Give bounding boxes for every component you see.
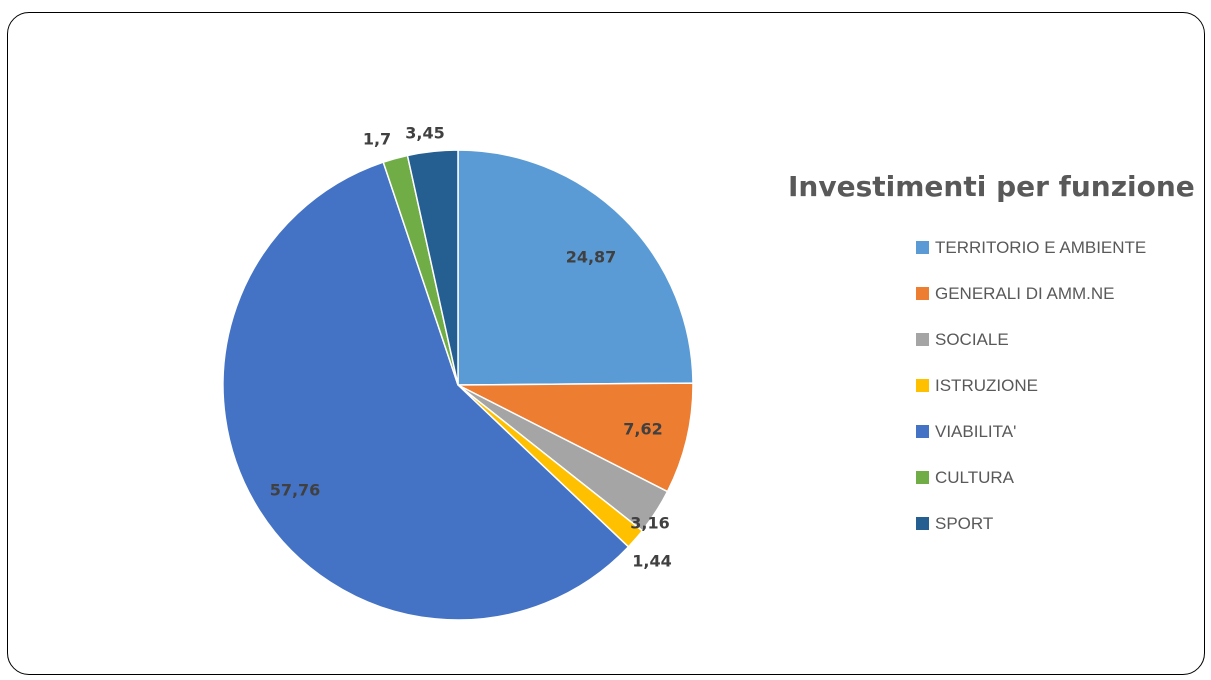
legend: TERRITORIO E AMBIENTE GENERALI DI AMM.NE S…: [916, 234, 1146, 556]
pie-slice-0: [457, 149, 694, 386]
pie-slice-1: [457, 382, 694, 493]
chart-title: Investimenti per funzione: [788, 170, 1195, 203]
legend-swatch-6: [916, 517, 929, 530]
data-label-2: 3,16: [630, 514, 669, 533]
legend-item-3: ISTRUZIONE: [916, 372, 1146, 399]
pie-slice-6: [406, 149, 459, 386]
legend-item-0: TERRITORIO E AMBIENTE: [916, 234, 1146, 261]
pie-slice-4: [222, 161, 630, 621]
legend-item-4: VIABILITA': [916, 418, 1146, 445]
legend-swatch-2: [916, 333, 929, 346]
data-label-4: 57,76: [270, 481, 321, 500]
data-label-0: 24,87: [566, 248, 617, 267]
legend-item-1: GENERALI DI AMM.NE: [916, 280, 1146, 307]
legend-label-1: GENERALI DI AMM.NE: [935, 283, 1115, 303]
legend-swatch-5: [916, 471, 929, 484]
legend-swatch-1: [916, 287, 929, 300]
legend-label-5: CULTURA: [935, 467, 1015, 487]
legend-swatch-0: [916, 241, 929, 254]
legend-label-3: ISTRUZIONE: [935, 375, 1038, 395]
legend-item-5: CULTURA: [916, 464, 1146, 491]
data-label-1: 7,62: [623, 420, 662, 439]
legend-label-0: TERRITORIO E AMBIENTE: [935, 237, 1147, 257]
data-label-3: 1,44: [632, 552, 671, 571]
legend-label-6: SPORT: [935, 513, 994, 533]
data-label-6: 3,45: [405, 124, 444, 143]
legend-label-2: SOCIALE: [935, 329, 1009, 349]
legend-item-2: SOCIALE: [916, 326, 1146, 353]
legend-swatch-3: [916, 379, 929, 392]
data-label-5: 1,7: [363, 130, 391, 149]
legend-label-4: VIABILITA': [935, 421, 1017, 441]
legend-item-6: SPORT: [916, 510, 1146, 537]
legend-swatch-4: [916, 425, 929, 438]
